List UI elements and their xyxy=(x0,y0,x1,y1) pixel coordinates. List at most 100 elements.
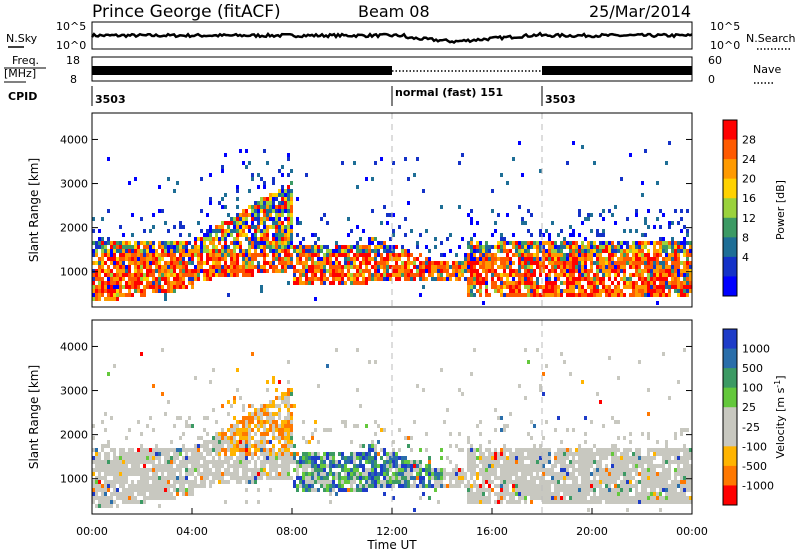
heatmap-cell xyxy=(527,452,530,456)
heatmap-cell xyxy=(554,500,557,504)
heatmap-cell xyxy=(119,476,122,480)
heatmap-cell xyxy=(401,484,404,488)
heatmap-cell xyxy=(611,492,614,496)
heatmap-cell xyxy=(575,448,578,452)
heatmap-cell xyxy=(92,229,95,233)
heatmap-cell xyxy=(557,249,560,253)
heatmap-cell xyxy=(224,480,227,484)
heatmap-cell xyxy=(602,285,605,289)
heatmap-cell xyxy=(170,253,173,257)
heatmap-cell xyxy=(149,249,152,253)
heatmap-cell xyxy=(614,448,617,452)
colorbar-swatch xyxy=(723,387,737,408)
heatmap-cell xyxy=(602,269,605,273)
heatmap-cell xyxy=(263,444,266,448)
heatmap-cell xyxy=(626,480,629,484)
heatmap-cell xyxy=(482,492,485,496)
heatmap-cell xyxy=(227,249,230,253)
heatmap-cell xyxy=(551,464,554,468)
heatmap-cell xyxy=(593,245,596,249)
heatmap-cell xyxy=(653,253,656,257)
heatmap-cell xyxy=(455,253,458,257)
heatmap-cell xyxy=(503,480,506,484)
heatmap-cell xyxy=(173,448,176,452)
heatmap-cell xyxy=(383,277,386,281)
heatmap-cell xyxy=(254,225,257,229)
heatmap-cell xyxy=(290,452,293,456)
heatmap-cell xyxy=(287,213,290,217)
heatmap-cell xyxy=(644,269,647,273)
heatmap-cell xyxy=(539,273,542,277)
heatmap-cell xyxy=(98,285,101,289)
heatmap-cell xyxy=(308,265,311,269)
heatmap-cell xyxy=(467,281,470,285)
heatmap-cell xyxy=(614,492,617,496)
heatmap-cell xyxy=(635,281,638,285)
heatmap-cell xyxy=(647,412,650,416)
heatmap-cell xyxy=(104,492,107,496)
heatmap-cell xyxy=(275,436,278,440)
heatmap-cell xyxy=(413,265,416,269)
heatmap-cell xyxy=(173,456,176,460)
heatmap-cell xyxy=(530,293,533,297)
heatmap-cell xyxy=(197,221,200,225)
heatmap-cell xyxy=(668,500,671,504)
heatmap-cell xyxy=(587,476,590,480)
heatmap-cell xyxy=(164,273,167,277)
heatmap-cell xyxy=(188,468,191,472)
heatmap-cell xyxy=(260,408,263,412)
heatmap-cell xyxy=(158,488,161,492)
heatmap-cell xyxy=(260,289,263,293)
heatmap-cell xyxy=(533,293,536,297)
velocity-heatmap xyxy=(92,348,692,512)
heatmap-cell xyxy=(395,269,398,273)
heatmap-cell xyxy=(581,456,584,460)
heatmap-cell xyxy=(344,472,347,476)
heatmap-cell xyxy=(263,233,266,237)
heatmap-cell xyxy=(158,484,161,488)
heatmap-cell xyxy=(122,496,125,500)
heatmap-cell xyxy=(476,424,479,428)
heatmap-cell xyxy=(401,472,404,476)
heatmap-cell xyxy=(131,488,134,492)
heatmap-cell xyxy=(119,253,122,257)
heatmap-cell xyxy=(269,249,272,253)
heatmap-cell xyxy=(128,285,131,289)
heatmap-cell xyxy=(569,233,572,237)
heatmap-cell xyxy=(212,472,215,476)
heatmap-cell xyxy=(521,460,524,464)
heatmap-cell xyxy=(620,500,623,504)
heatmap-cell xyxy=(164,297,167,301)
heatmap-cell xyxy=(107,440,110,444)
heatmap-cell xyxy=(311,480,314,484)
heatmap-cell xyxy=(446,273,449,277)
heatmap-cell xyxy=(107,484,110,488)
colorbar-tick-label: 28 xyxy=(742,134,756,147)
heatmap-cell xyxy=(287,241,290,245)
heatmap-cell xyxy=(575,488,578,492)
heatmap-cell xyxy=(365,468,368,472)
heatmap-cell xyxy=(281,460,284,464)
heatmap-cell xyxy=(254,201,257,205)
heatmap-cell xyxy=(479,289,482,293)
heatmap-cell xyxy=(95,297,98,301)
heatmap-cell xyxy=(227,444,230,448)
heatmap-cell xyxy=(431,273,434,277)
heatmap-cell xyxy=(635,245,638,249)
heatmap-cell xyxy=(119,245,122,249)
heatmap-cell xyxy=(179,488,182,492)
heatmap-cell xyxy=(335,241,338,245)
heatmap-cell xyxy=(566,277,569,281)
heatmap-cell xyxy=(284,472,287,476)
heatmap-cell xyxy=(227,428,230,432)
heatmap-cell xyxy=(539,452,542,456)
heatmap-cell xyxy=(521,241,524,245)
heatmap-cell xyxy=(212,480,215,484)
heatmap-cell xyxy=(299,261,302,265)
heatmap-cell xyxy=(584,253,587,257)
heatmap-cell xyxy=(641,233,644,237)
heatmap-cell xyxy=(233,448,236,452)
heatmap-cell xyxy=(482,464,485,468)
heatmap-cell xyxy=(614,245,617,249)
heatmap-cell xyxy=(626,261,629,265)
